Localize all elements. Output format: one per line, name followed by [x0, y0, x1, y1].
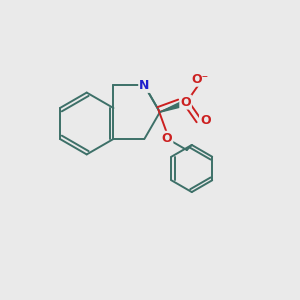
Text: O⁻: O⁻ — [192, 73, 209, 86]
Text: N: N — [139, 79, 150, 92]
Text: O: O — [162, 132, 172, 145]
Polygon shape — [160, 100, 187, 112]
Text: O: O — [180, 96, 191, 109]
Text: O: O — [200, 114, 211, 127]
